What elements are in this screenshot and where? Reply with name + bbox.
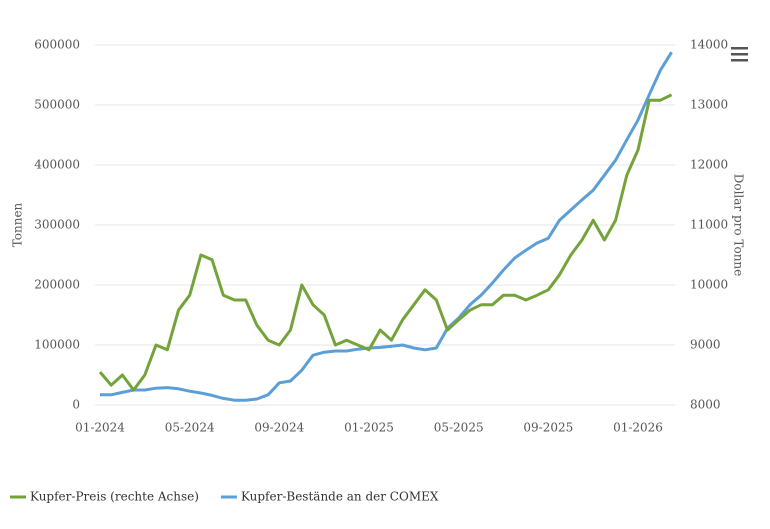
y2-tick-label: 12000: [690, 158, 728, 172]
y2-tick-label: 14000: [690, 38, 728, 52]
y-tick-label: 300000: [34, 218, 80, 232]
x-tick-label: 05-2024: [165, 421, 215, 435]
y2-tick-label: 9000: [690, 338, 721, 352]
menu-bar[interactable]: [731, 59, 748, 62]
x-tick-label: 09-2024: [254, 421, 304, 435]
y-tick-label: 400000: [34, 158, 80, 172]
y2-tick-label: 13000: [690, 98, 728, 112]
y2-tick-label: 8000: [690, 398, 721, 412]
menu-button[interactable]: [731, 47, 748, 62]
legend-label: Kupfer-Bestände an der COMEX: [241, 490, 439, 504]
y-tick-label: 100000: [34, 338, 80, 352]
y-tick-label: 0: [72, 398, 80, 412]
y2-tick-label: 10000: [690, 278, 728, 292]
y2-tick-label: 11000: [690, 218, 728, 232]
x-tick-label: 01-2026: [613, 421, 663, 435]
x-tick-label: 01-2024: [75, 421, 125, 435]
legend-label: Kupfer-Preis (rechte Achse): [30, 490, 199, 504]
x-tick-label: 09-2025: [523, 421, 573, 435]
y2-axis-title: Dollar pro Tonne: [732, 174, 746, 277]
y-axis-title: Tonnen: [11, 202, 25, 247]
data-line: [100, 51, 673, 402]
x-tick-label: 05-2025: [434, 421, 484, 435]
y-tick-label: 600000: [34, 38, 80, 52]
data-line: [98, 93, 673, 392]
menu-bar[interactable]: [731, 53, 748, 56]
y-tick-label: 200000: [34, 278, 80, 292]
y-tick-label: 500000: [34, 98, 80, 112]
menu-bar[interactable]: [731, 47, 748, 50]
x-tick-label: 01-2025: [344, 421, 394, 435]
